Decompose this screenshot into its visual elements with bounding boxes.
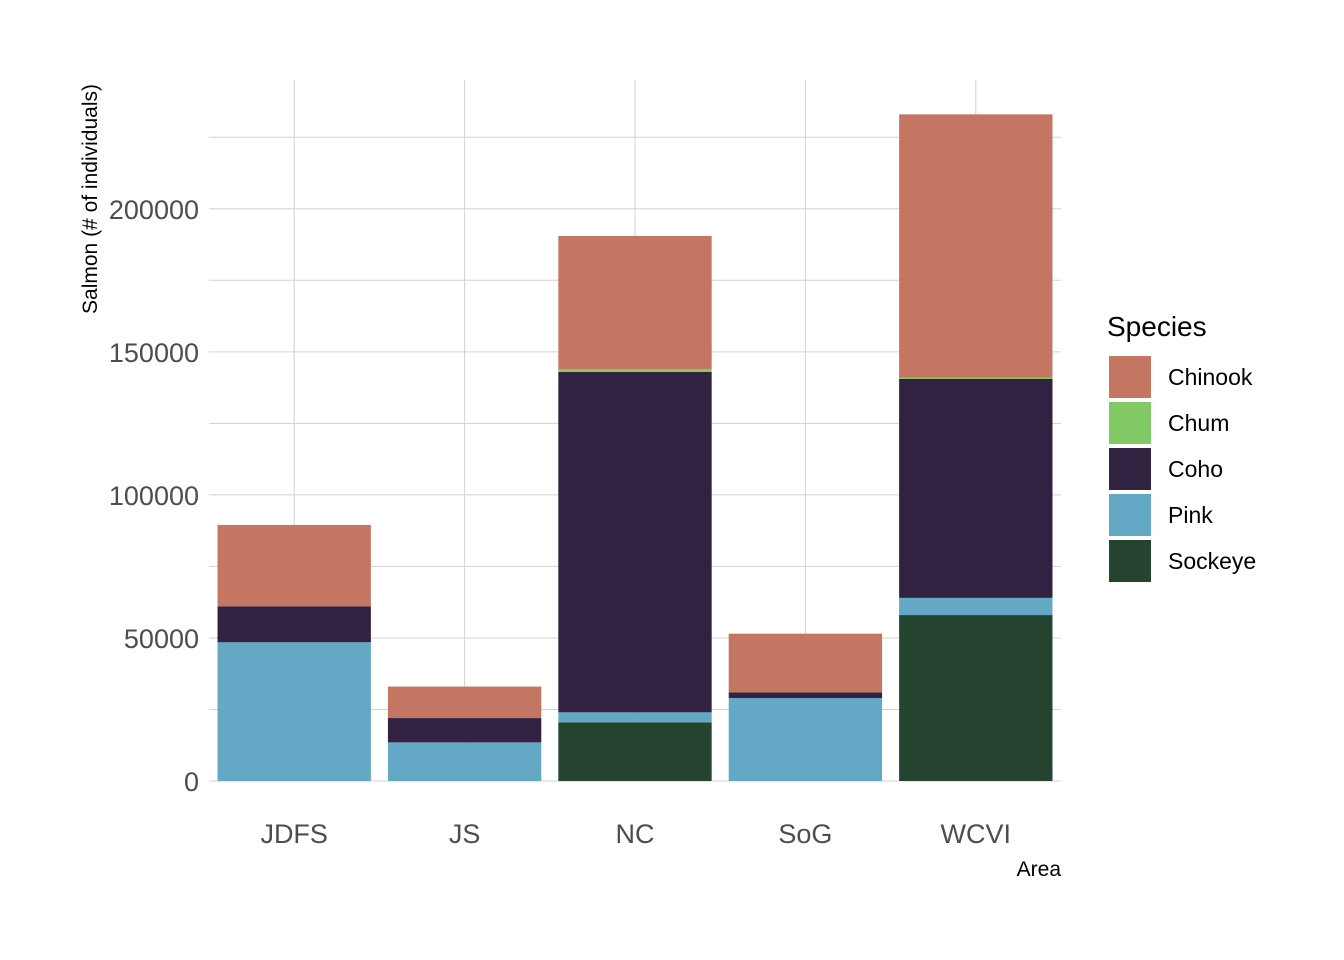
x-axis-ticks: JDFS JS NC SoG WCVI: [260, 819, 1011, 849]
bar-nc-sockeye: [558, 722, 712, 781]
bar-sog-chinook: [728, 633, 883, 693]
x-tick-label: JDFS: [260, 819, 328, 849]
y-tick-label: 100000: [109, 481, 199, 511]
bar-nc-chum: [558, 368, 712, 372]
legend-label-coho: Coho: [1168, 456, 1223, 482]
x-tick-label: NC: [616, 819, 655, 849]
x-tick-label: WCVI: [941, 819, 1012, 849]
x-axis-title: Area: [1017, 858, 1062, 881]
legend-label-chinook: Chinook: [1168, 364, 1253, 390]
legend-swatch-chinook: [1109, 356, 1151, 398]
bar-nc-chinook: [558, 235, 712, 369]
x-tick-label: SoG: [778, 819, 832, 849]
y-axis-ticks: 0 50000 100000 150000 200000: [109, 195, 199, 797]
bar-sog-coho: [728, 692, 883, 699]
bar-jdfs-pink: [217, 642, 371, 781]
bar-sog-pink: [728, 698, 883, 781]
legend-title: Species: [1107, 311, 1207, 342]
bar-jdfs-chinook: [217, 524, 371, 607]
y-tick-label: 200000: [109, 195, 199, 225]
y-tick-label: 0: [184, 767, 199, 797]
legend-items: Chinook Chum Coho Pink Sockeye: [1109, 356, 1256, 582]
legend-swatch-sockeye: [1109, 540, 1151, 582]
x-tick-label: JS: [449, 819, 481, 849]
bar-wcvi-pink: [899, 597, 1053, 616]
legend-label-chum: Chum: [1168, 410, 1229, 436]
y-tick-label: 150000: [109, 338, 199, 368]
bar-jdfs-coho: [217, 606, 371, 643]
bar-wcvi-sockeye: [899, 615, 1053, 781]
legend-swatch-coho: [1109, 448, 1151, 490]
legend-label-pink: Pink: [1168, 502, 1213, 528]
bar-wcvi-coho: [899, 378, 1053, 598]
bar-nc-coho: [558, 371, 712, 713]
legend-swatch-pink: [1109, 494, 1151, 536]
bar-js-chinook: [387, 686, 542, 719]
legend-swatch-chum: [1109, 402, 1151, 444]
bar-wcvi-chum: [899, 377, 1053, 379]
bar-js-pink: [387, 742, 542, 781]
bar-js-coho: [387, 718, 542, 743]
y-axis-title: Salmon (# of individuals): [79, 84, 102, 314]
bar-nc-pink: [558, 712, 712, 723]
legend-label-sockeye: Sockeye: [1168, 548, 1256, 574]
bars: [217, 114, 1053, 781]
bar-wcvi-chinook: [899, 114, 1053, 378]
legend: Species Chinook Chum Coho Pink Sockeye: [1107, 311, 1256, 582]
y-tick-label: 50000: [124, 624, 199, 654]
